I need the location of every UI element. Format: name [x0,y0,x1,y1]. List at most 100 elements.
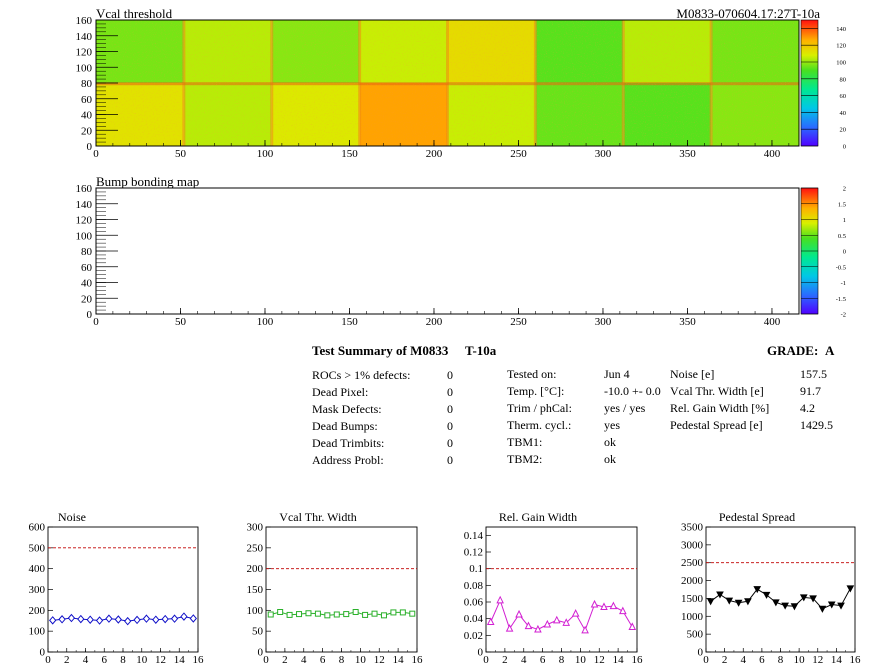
data-point [124,616,132,626]
y-tick-label: 80 [81,78,93,90]
data-point [286,611,293,618]
data-point [706,598,715,606]
map-title: Vcal threshold [96,6,173,21]
summary-widths: Noise [e] 157.5 Vcal Thr. Width [e] 91.7 Rel… [670,367,833,432]
y-tick-label: 0.04 [464,613,484,625]
data-point [515,609,523,618]
module-id: M0833-070604.17:27T-10a [676,6,820,21]
x-tick-label: 14 [613,654,625,666]
palette-tick-label: -1.5 [836,296,846,303]
grade-label: GRADE: [767,343,818,358]
x-tick-label: 0 [483,654,489,666]
chart-title: Vcal Thr. Width [279,510,356,524]
y-tick-label: 0.06 [464,597,484,609]
y-tick-label: 0.12 [464,547,483,559]
data-point [571,609,580,617]
x-tick-label: 16 [850,654,862,666]
summary-label: Noise [e] [670,367,714,381]
data-point [352,609,359,615]
y-tick-label: 50 [252,626,264,638]
palette-axis: -2 -1.5 -1 -0.5 0 0.5 1 1.5 2 [801,186,846,319]
data-point [846,585,855,593]
data-point [161,614,169,624]
data-point [781,602,789,610]
y-tick-label: 0.08 [464,580,484,592]
x-tick-label: 8 [339,654,345,666]
data-point [562,618,571,626]
data-point [628,622,637,630]
y-tick-label: 160 [76,15,93,27]
data-point [716,591,724,599]
plot-frame [265,526,418,653]
summary-label: Trim / phCal: [507,401,572,415]
x-tick-label: 4 [741,654,747,666]
x-tick-label: 400 [764,148,781,160]
y-tick-label: 20 [81,293,93,305]
palette-tick-label: -1 [841,280,846,287]
palette-tick-label: 1.5 [838,201,846,208]
x-tick-label: 2 [722,654,728,666]
x-tick-label: 300 [595,316,612,328]
data-point [496,595,504,604]
x-tick-label: 6 [102,654,108,666]
summary-value: ok [604,435,616,449]
data-point [380,612,387,619]
map-title: Bump bonding map [96,174,199,189]
data-point [152,615,160,624]
x-tick-label: 12 [374,654,385,666]
data-point [142,614,151,623]
summary-label: Mask Defects: [312,402,382,416]
palette-axis: 0 20 40 60 80 100 120 140 [801,26,846,151]
x-tick-label: 16 [193,654,205,666]
series-line [270,611,413,616]
summary-value: 1429.5 [800,418,833,432]
summary-title: Test Summary of M0833 [312,343,449,358]
x-tick-label: 14 [174,654,186,666]
x-tick-label: 250 [510,148,527,160]
palette-tick-label: -2 [841,312,846,319]
data-point [67,613,76,623]
summary-value: yes [604,418,620,432]
y-tick-label: 0 [698,647,704,659]
x-tick-label: 0 [45,654,51,666]
x-tick-label: 6 [540,654,546,666]
palette-tick-label: 140 [836,26,846,33]
data-point [772,599,780,607]
palette-tick-label: 100 [836,60,846,67]
x-tick-label: 200 [426,148,443,160]
x-tick-label: 150 [341,148,358,160]
summary-label: Temp. [°C]: [507,384,564,398]
x-tick-label: 0 [263,654,269,666]
summary-value: 157.5 [800,367,827,381]
palette-tick-label: 0 [843,144,846,151]
y-tick-label: 0 [478,647,484,659]
y-tick-label: 120 [76,215,93,227]
y-tick-label: 100 [29,626,46,638]
y-tick-label: 3000 [681,539,704,551]
plot-frame [47,526,199,653]
y-tick-label: 80 [81,246,93,258]
y-tick-label: 300 [29,584,46,596]
x-tick-label: 250 [510,316,527,328]
summary-value: -10.0 +- 0.0 [604,384,661,398]
series-line [52,616,194,622]
data-point [333,611,340,618]
palette-tick-label: 0 [843,249,846,256]
per-roc-chart: Pedestal Spread 0 2 4 6 8 10 12 14 16 0 500 1000 1500… [681,510,861,666]
x-tick-label: 0 [703,654,709,666]
palette-tick-label: 0.5 [838,233,846,240]
x-tick-label: 10 [355,654,367,666]
summary-label: Therm. cycl.: [507,418,571,432]
x-tick-label: 350 [679,148,696,160]
vcal-threshold-map: Vcal threshold M0833-070604.17:27T-10a 0… [76,6,847,160]
bump-bonding-map: Bump bonding map 0 50 100 150 200 250 300 350 40… [76,174,847,328]
y-tick-label: 0.14 [464,530,484,542]
x-tick-label: 200 [426,316,443,328]
data-point [619,606,627,615]
x-tick-label: 50 [175,316,187,328]
summary-value: Jun 4 [604,367,630,381]
x-tick-label: 12 [155,654,166,666]
x-tick-label: 12 [594,654,605,666]
data-point [590,599,599,608]
